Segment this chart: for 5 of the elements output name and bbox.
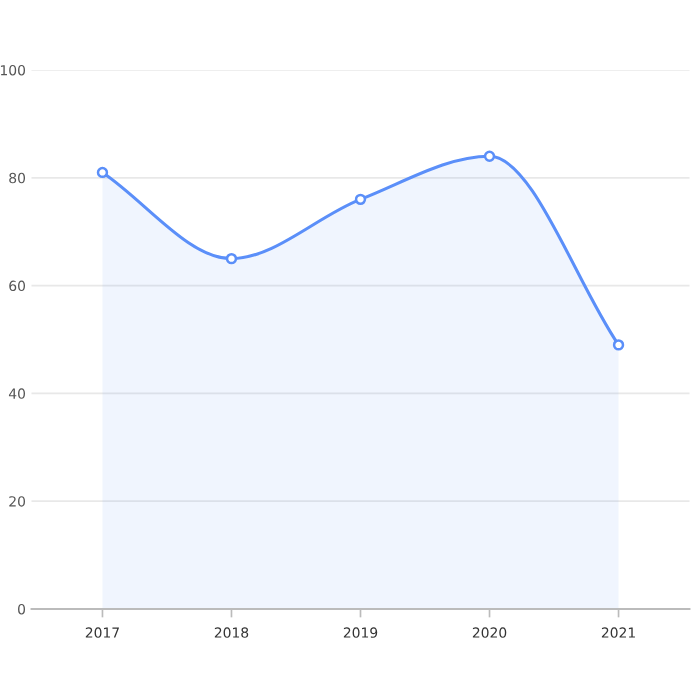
point bbox=[96, 166, 109, 179]
point bbox=[225, 252, 238, 265]
point bbox=[612, 339, 625, 351]
point bbox=[483, 150, 496, 162]
point bbox=[354, 193, 367, 206]
